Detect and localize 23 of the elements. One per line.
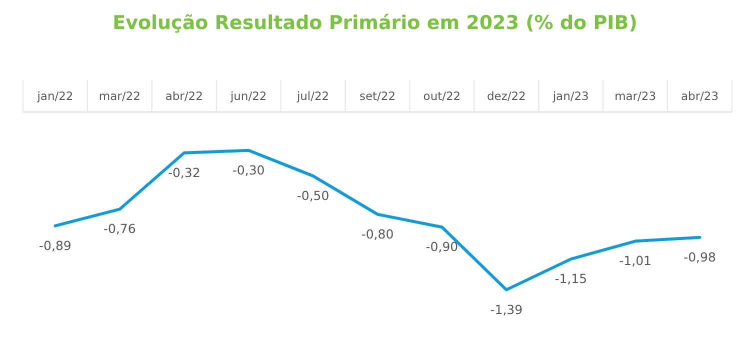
x-tick-label: mar/23	[614, 89, 656, 103]
data-label: -0,76	[104, 221, 136, 236]
data-label: -1,39	[490, 302, 523, 317]
data-label: -0,50	[296, 188, 330, 203]
data-label: -0,32	[168, 164, 200, 180]
data-label: -0,90	[426, 239, 458, 254]
x-tick-label: mar/22	[98, 89, 140, 103]
x-tick-label: jul/22	[296, 89, 330, 103]
x-tick-label: abr/22	[165, 89, 203, 103]
data-label: -1,15	[554, 271, 588, 286]
data-label: -1,01	[619, 253, 652, 268]
data-label: -0,80	[361, 226, 394, 242]
x-tick-label: out/22	[423, 89, 461, 103]
x-tick-label: dez/22	[486, 89, 526, 103]
x-tick-label: abr/23	[680, 89, 719, 103]
x-tick-label: jan/23	[552, 89, 589, 103]
data-label: -0,30	[232, 162, 265, 178]
data-label: -0,98	[684, 249, 716, 264]
x-tick-label: jun/22	[229, 89, 267, 103]
x-tick-label: set/22	[359, 89, 396, 103]
data-label: -0,89	[39, 238, 72, 253]
x-tick-label: jan/22	[36, 89, 74, 103]
chart-title: Evolução Resultado Primário em 2023 (% do PIB)	[112, 12, 638, 34]
